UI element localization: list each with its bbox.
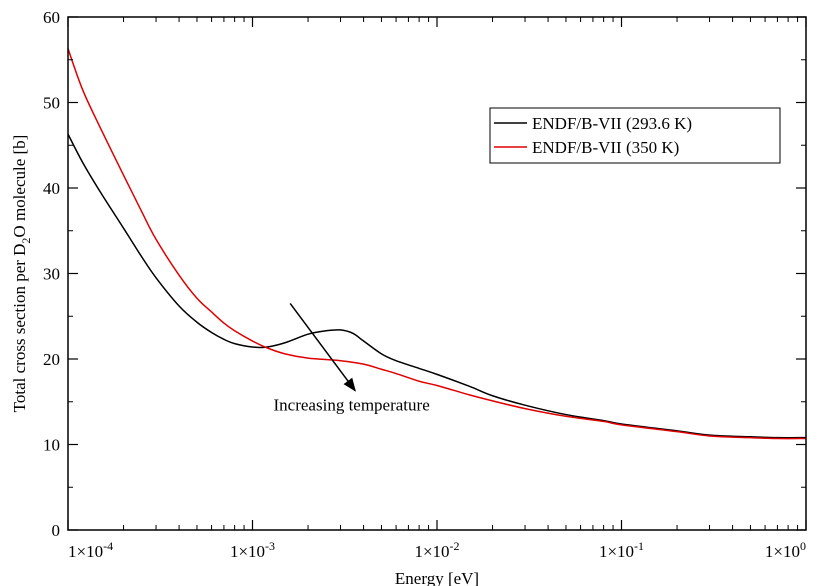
- x-tick-exponent: -3: [265, 539, 275, 553]
- legend-label-series-2: ENDF/B-VII (350 K): [532, 138, 679, 157]
- x-tick-mantissa: 1×10: [599, 542, 634, 561]
- x-tick-label: 1×10-2: [414, 539, 459, 561]
- series-line-1: [68, 133, 806, 439]
- x-tick-label: 1×10-1: [599, 539, 644, 561]
- annotation-arrow: [289, 302, 356, 392]
- x-axis-label: Energy [eV]: [395, 569, 479, 586]
- x-tick-exponent: -4: [103, 539, 113, 553]
- y-tick-label: 50: [43, 94, 60, 113]
- y-axis-label: Total cross section per D2O molecule [b]: [10, 135, 33, 413]
- y-tick-label: 60: [43, 8, 60, 27]
- y-tick-label: 30: [43, 265, 60, 284]
- legend-label-series-1: ENDF/B-VII (293.6 K): [532, 114, 692, 133]
- x-tick-mantissa: 1×10: [765, 542, 800, 561]
- y-tick-label: 40: [43, 179, 60, 198]
- legend-box: [489, 107, 781, 164]
- x-tick-mantissa: 1×10: [68, 542, 103, 561]
- x-tick-exponent: -2: [450, 539, 460, 553]
- y-tick-label: 20: [43, 350, 60, 369]
- x-tick-mantissa: 1×10: [414, 542, 449, 561]
- y-axis-label-main: Total cross section per D: [10, 244, 29, 413]
- series-layer: [68, 48, 806, 440]
- x-tick-exponent: -1: [634, 539, 644, 553]
- x-tick-mantissa: 1×10: [230, 542, 265, 561]
- series-line-2: [68, 48, 806, 440]
- legend: ENDF/B-VII (293.6 K) ENDF/B-VII (350 K): [489, 107, 781, 164]
- x-tick-exponent: 0: [800, 539, 806, 553]
- y-tick-label: 0: [52, 521, 61, 540]
- plot-frame: [67, 16, 807, 531]
- annotation-text: Increasing temperature: [274, 395, 430, 414]
- x-tick-label: 1×10-4: [68, 539, 113, 561]
- x-tick-label: 1×100: [765, 539, 806, 561]
- y-axis-label-rest: O molecule [b]: [10, 135, 29, 238]
- x-tick-label: 1×10-3: [230, 539, 275, 561]
- y-tick-label: 10: [43, 436, 60, 455]
- y-axis-label-subscript: 2: [19, 238, 33, 244]
